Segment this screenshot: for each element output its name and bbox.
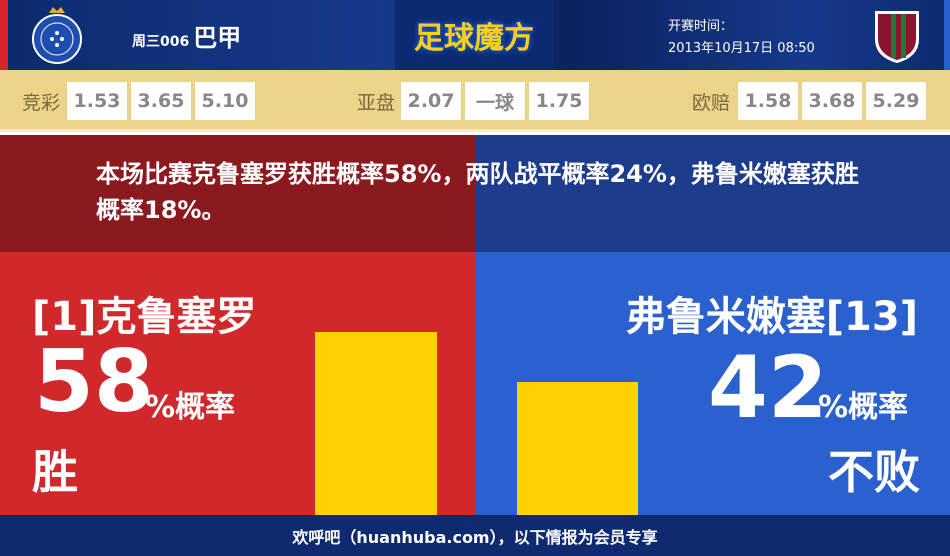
home-probability-bar	[315, 332, 437, 515]
prediction-summary: 本场比赛克鲁塞罗获胜概率58%，两队战平概率24%，弗鲁米嫩塞获胜概率18%。	[96, 160, 859, 224]
summary-panel-away	[476, 135, 950, 252]
away-probability-label: %概率	[818, 390, 909, 425]
home-outcome: 胜	[32, 445, 78, 499]
yapan-home-odds[interactable]: 2.07	[401, 82, 461, 120]
away-probability: 42	[708, 338, 828, 438]
footer-banner[interactable]: 欢呼吧（huanhuba.com），以下情报为会员专享	[0, 515, 950, 556]
cruzeiro-logo-icon	[32, 7, 82, 64]
league-info: 周三006 巴甲	[132, 18, 241, 53]
brand-logo: 足球魔方	[395, 0, 553, 70]
home-probability-label: %概率	[145, 390, 236, 425]
jingcai-loss-odds[interactable]: 5.10	[195, 82, 255, 120]
yapan-label: 亚盘	[357, 92, 396, 114]
jingcai-label: 竞彩	[22, 92, 61, 114]
match-number: 周三006	[132, 34, 190, 50]
oupei-label: 欧赔	[692, 92, 731, 114]
home-team-name: [1]克鲁塞罗	[32, 294, 257, 340]
yapan-away-odds[interactable]: 1.75	[529, 82, 589, 120]
accent-stripe	[944, 0, 950, 70]
kickoff-time: 开赛时间： 2013年10月17日 08:50	[668, 16, 815, 60]
yapan-handicap[interactable]: 一球	[465, 82, 525, 120]
away-team-name: 弗鲁米嫩塞[13]	[625, 294, 918, 340]
oupei-loss-odds[interactable]: 5.29	[866, 82, 926, 120]
jingcai-win-odds[interactable]: 1.53	[67, 82, 127, 120]
accent-stripe	[0, 0, 8, 70]
home-probability: 58	[34, 332, 154, 432]
kickoff-value: 2013年10月17日 08:50	[668, 41, 815, 56]
fluminense-logo-icon	[875, 11, 919, 63]
away-outcome: 不败	[828, 445, 920, 499]
league-name: 巴甲	[193, 24, 242, 52]
jingcai-draw-odds[interactable]: 3.65	[131, 82, 191, 120]
oupei-draw-odds[interactable]: 3.68	[802, 82, 862, 120]
away-probability-bar	[517, 382, 638, 515]
oupei-win-odds[interactable]: 1.58	[738, 82, 798, 120]
summary-panel-home	[0, 135, 476, 252]
kickoff-label: 开赛时间：	[668, 19, 734, 34]
